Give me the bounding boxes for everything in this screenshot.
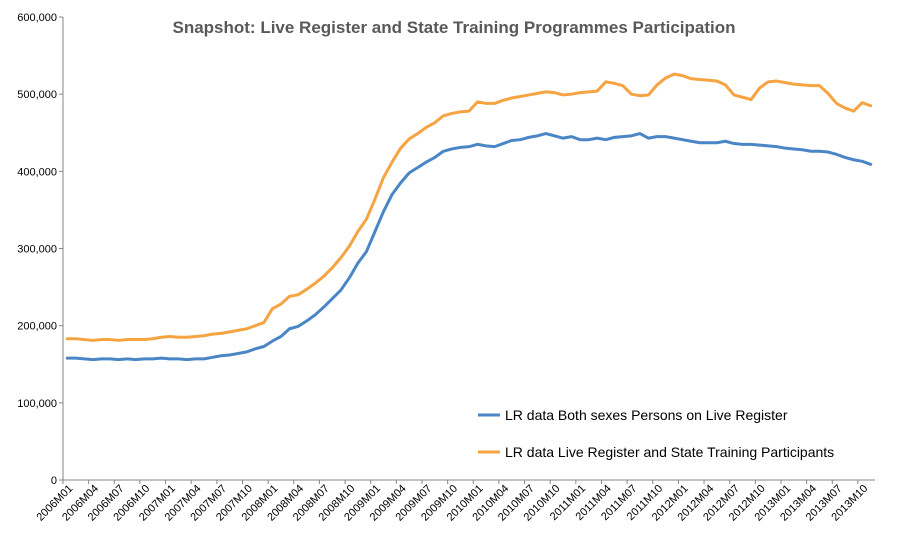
- y-tick-label: 400,000: [17, 166, 57, 178]
- chart-title: Snapshot: Live Register and State Traini…: [172, 18, 735, 37]
- y-tick-label: 500,000: [17, 89, 57, 101]
- legend-label-lr-training: LR data Live Register and State Training…: [505, 444, 834, 460]
- y-axis-ticks: 0 100,000 200,000 300,000 400,000 500,000 600,…: [17, 12, 63, 487]
- series-line-lr-training: [65, 72, 873, 342]
- y-tick-label: 200,000: [17, 321, 57, 333]
- legend-label-lr-persons: LR data Both sexes Persons on Live Regis…: [505, 407, 788, 423]
- y-tick-label: 300,000: [17, 244, 57, 256]
- y-tick-label: 100,000: [17, 398, 57, 410]
- legend: LR data Both sexes Persons on Live Regis…: [478, 407, 834, 460]
- series-line-lr-persons: [65, 132, 873, 362]
- series-layer: [65, 72, 873, 362]
- y-tick-label: 600,000: [17, 12, 57, 24]
- y-tick-label: 0: [51, 475, 57, 487]
